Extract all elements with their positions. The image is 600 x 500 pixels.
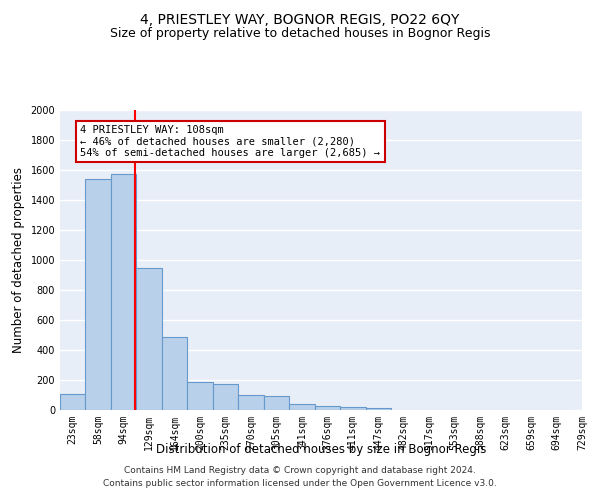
Bar <box>213 384 238 410</box>
Bar <box>187 382 213 410</box>
Bar <box>60 394 85 410</box>
Bar <box>238 395 264 410</box>
Bar <box>111 174 136 410</box>
Bar <box>340 407 365 410</box>
Bar <box>365 408 391 410</box>
Bar <box>289 404 314 410</box>
Text: 4, PRIESTLEY WAY, BOGNOR REGIS, PO22 6QY: 4, PRIESTLEY WAY, BOGNOR REGIS, PO22 6QY <box>140 12 460 26</box>
Y-axis label: Number of detached properties: Number of detached properties <box>12 167 25 353</box>
Bar <box>264 396 289 410</box>
Bar <box>314 406 340 410</box>
Bar <box>136 268 162 410</box>
Bar <box>162 336 187 410</box>
Text: Size of property relative to detached houses in Bognor Regis: Size of property relative to detached ho… <box>110 28 490 40</box>
Text: Distribution of detached houses by size in Bognor Regis: Distribution of detached houses by size … <box>156 442 486 456</box>
Text: Contains HM Land Registry data © Crown copyright and database right 2024.
Contai: Contains HM Land Registry data © Crown c… <box>103 466 497 487</box>
Bar <box>85 179 111 410</box>
Text: 4 PRIESTLEY WAY: 108sqm
← 46% of detached houses are smaller (2,280)
54% of semi: 4 PRIESTLEY WAY: 108sqm ← 46% of detache… <box>80 125 380 158</box>
